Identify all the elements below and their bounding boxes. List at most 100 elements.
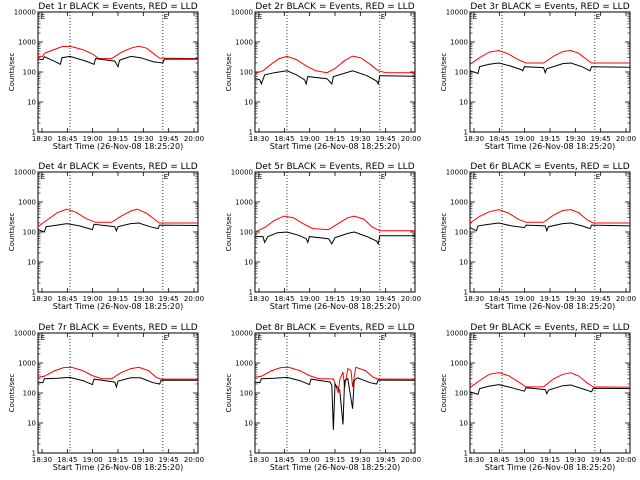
x-tick-label: 19:30	[133, 456, 153, 464]
y-tick-label: 1000	[235, 360, 253, 368]
flag-label: E	[41, 334, 45, 342]
plot-frame	[37, 332, 199, 454]
series-line-black	[37, 222, 199, 233]
series-line-black	[254, 376, 416, 430]
flag-label: E	[381, 334, 385, 342]
flag-label: E	[258, 334, 262, 342]
x-tick-label: 18:30	[32, 135, 52, 143]
series-line-black	[254, 70, 416, 86]
x-tick-label: 18:45	[57, 456, 77, 464]
x-axis-label: Start Time (26-Nov-08 18:25:20)	[270, 142, 400, 151]
y-tick-label: 10	[459, 99, 468, 107]
x-tick-label: 19:45	[159, 135, 179, 143]
series-line-black	[469, 384, 631, 396]
plot-frame	[469, 11, 631, 133]
y-tick-label: 10000	[446, 9, 468, 17]
y-tick-label: 1000	[235, 199, 253, 207]
y-axis-label: Counts/sec	[8, 374, 16, 413]
x-tick-label: 19:15	[108, 295, 128, 303]
x-tick-label: 20:00	[616, 135, 636, 143]
chart-title: Det 8r BLACK = Events, RED = LLD	[255, 323, 414, 333]
flag-label: E	[381, 13, 385, 21]
flag-label: E	[258, 173, 262, 181]
flag-label: E	[41, 13, 45, 21]
x-tick-label: 19:30	[350, 295, 370, 303]
plot-frame	[254, 171, 416, 293]
x-tick-label: 20:00	[616, 295, 636, 303]
x-tick-label: 19:30	[565, 295, 585, 303]
x-tick-label: 19:00	[300, 295, 320, 303]
y-tick-label: 100	[455, 229, 468, 237]
x-axis-label: Start Time (26-Nov-08 18:25:20)	[485, 142, 615, 151]
y-tick-label: 10	[27, 420, 36, 428]
series-line-black	[37, 376, 199, 389]
y-tick-label: 100	[240, 390, 253, 398]
chart-title: Det 2r BLACK = Events, RED = LLD	[255, 2, 414, 12]
x-tick-label: 19:15	[540, 295, 560, 303]
x-tick-label: 19:15	[540, 456, 560, 464]
y-tick-label: 1000	[18, 199, 36, 207]
x-tick-label: 19:00	[515, 295, 535, 303]
flag-label: E	[164, 334, 168, 342]
plot-frame	[469, 171, 631, 293]
y-axis-label: Counts/sec	[8, 53, 16, 92]
chart-title: Det 3r BLACK = Events, RED = LLD	[470, 2, 629, 12]
flag-label: E	[473, 173, 477, 181]
x-tick-label: 20:00	[184, 456, 204, 464]
plot-frame	[469, 332, 631, 454]
x-tick-label: 19:30	[133, 135, 153, 143]
x-tick-label: 19:45	[376, 135, 396, 143]
y-tick-label: 1	[249, 450, 253, 458]
x-tick-label: 19:30	[133, 295, 153, 303]
x-tick-label: 18:30	[249, 295, 269, 303]
series-line-black	[469, 62, 631, 75]
x-tick-label: 19:15	[325, 295, 345, 303]
y-axis-label: Counts/sec	[225, 213, 233, 252]
x-tick-label: 20:00	[401, 295, 421, 303]
series-line-black	[255, 231, 415, 246]
x-tick-label: 19:45	[159, 456, 179, 464]
x-tick-label: 19:00	[83, 456, 103, 464]
flag-label: E	[473, 334, 477, 342]
plot-frame	[37, 11, 199, 133]
x-tick-label: 19:15	[325, 456, 345, 464]
x-tick-label: 18:30	[249, 135, 269, 143]
x-tick-label: 19:45	[376, 295, 396, 303]
y-tick-label: 10	[27, 99, 36, 107]
x-axis-label: Start Time (26-Nov-08 18:25:20)	[53, 142, 183, 151]
y-tick-label: 10	[244, 420, 253, 428]
x-tick-label: 19:00	[515, 135, 535, 143]
flag-label: E	[164, 173, 168, 181]
y-tick-label: 100	[240, 229, 253, 237]
x-tick-label: 19:15	[325, 135, 345, 143]
y-tick-label: 10	[459, 259, 468, 267]
x-tick-label: 18:45	[57, 135, 77, 143]
y-tick-label: 1000	[450, 360, 468, 368]
x-axis-label: Start Time (26-Nov-08 18:25:20)	[53, 302, 183, 311]
series-line-red	[37, 208, 198, 228]
x-tick-label: 18:45	[274, 295, 294, 303]
x-tick-label: 19:00	[300, 135, 320, 143]
x-tick-label: 19:45	[591, 456, 611, 464]
flag-label: E	[596, 173, 600, 181]
flag-label: E	[596, 334, 600, 342]
x-tick-label: 18:45	[274, 456, 294, 464]
series-line-red	[469, 372, 631, 389]
x-tick-label: 18:45	[489, 456, 509, 464]
x-tick-label: 18:30	[464, 456, 484, 464]
x-tick-label: 19:30	[350, 135, 370, 143]
y-axis-label: Counts/sec	[440, 374, 448, 413]
y-tick-label: 100	[23, 390, 36, 398]
flag-label: E	[41, 173, 45, 181]
series-line-red	[469, 209, 630, 224]
x-tick-label: 19:30	[565, 135, 585, 143]
chart-title: Det 9r BLACK = Events, RED = LLD	[470, 323, 629, 333]
x-tick-label: 19:15	[108, 135, 128, 143]
